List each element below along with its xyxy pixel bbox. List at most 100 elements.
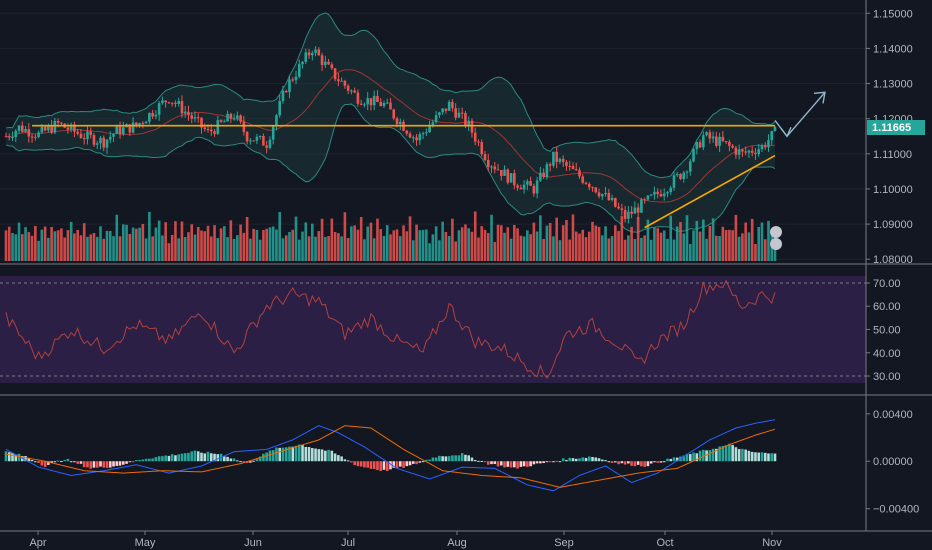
volume-bar: [734, 214, 738, 261]
candle-body: [444, 108, 448, 111]
price-tag-box: [867, 120, 925, 135]
volume-bar: [737, 236, 741, 261]
candle-body: [587, 183, 591, 188]
volume-bar: [470, 231, 474, 261]
macd-histogram-bar: [578, 458, 581, 462]
macd-histogram-bar: [682, 455, 686, 462]
macd-histogram-bar: [102, 461, 106, 468]
candle-body: [167, 102, 171, 104]
candle-body: [40, 126, 44, 133]
time-tick-label-6: Oct: [656, 537, 673, 549]
volume-bar: [372, 238, 376, 261]
candle-body: [578, 170, 581, 177]
candle-body: [451, 101, 454, 109]
candle-body: [340, 80, 343, 82]
volume-bar: [571, 214, 575, 261]
candle-body: [421, 133, 425, 135]
candle-body: [757, 149, 761, 155]
macd-histogram-bar: [747, 450, 751, 462]
pane-separators[interactable]: [0, 0, 932, 532]
candle-body: [584, 182, 588, 184]
volume-bar: [493, 242, 497, 261]
candle-body: [350, 90, 353, 92]
volume-bar: [721, 226, 725, 261]
volume-bar: [636, 217, 640, 261]
volume-bar: [398, 236, 402, 261]
macd-histogram-bar: [685, 453, 689, 462]
candle-body: [519, 187, 523, 190]
macd-histogram-bar: [405, 461, 409, 467]
macd-histogram-bar: [333, 453, 337, 462]
candle-body: [620, 208, 624, 211]
volume-bar: [4, 230, 8, 261]
macd-tick-label-1: 0.00000: [873, 456, 913, 468]
candle-body: [268, 139, 272, 148]
candle-body: [672, 175, 676, 188]
marker-circle-1[interactable]: [770, 226, 782, 238]
volume-bar: [545, 225, 549, 261]
projection-arrow-head-down[interactable]: [780, 126, 792, 138]
volume-bar: [561, 225, 565, 261]
volume-bar: [428, 243, 431, 261]
candle-body: [102, 137, 106, 148]
volume-bar: [656, 228, 659, 261]
macd-histogram-bar: [324, 450, 327, 462]
candle-body: [27, 129, 31, 137]
drawings[interactable]: [32, 91, 826, 229]
candle-body: [356, 92, 360, 104]
macd-histogram-bar: [545, 461, 549, 463]
candle-body: [69, 124, 73, 130]
macd-histogram-bar: [161, 456, 164, 462]
macd-histogram-bar: [304, 446, 308, 462]
bb-upper-line: [5, 12, 776, 179]
volume-bar: [275, 229, 278, 261]
macd-histogram-bar: [4, 451, 8, 462]
volume-bar: [408, 216, 412, 261]
macd-histogram-bar: [183, 453, 187, 462]
volume-bar: [744, 222, 747, 261]
candle-body: [47, 125, 50, 131]
candle-body: [522, 184, 526, 190]
candle-body: [30, 136, 34, 138]
volume-bar: [11, 233, 14, 261]
macd-histogram-bar: [522, 461, 526, 467]
volume-bar: [389, 234, 392, 261]
volume-bar: [376, 218, 379, 261]
macd-histogram-bar: [99, 461, 102, 467]
marker-circle-2[interactable]: [770, 238, 782, 250]
event-markers[interactable]: 2 8: [770, 221, 791, 250]
projection-arrow-head-up[interactable]: [813, 91, 826, 104]
candle-body: [187, 111, 190, 116]
macd-histogram-bar: [767, 453, 770, 462]
price-axes[interactable]: 1.080001.090001.100001.110001.120001.130…: [866, 8, 919, 516]
macd-histogram-bar: [14, 454, 18, 462]
candle-body: [431, 122, 435, 127]
macd-histogram-bar: [301, 445, 304, 462]
volume-bar: [327, 236, 330, 261]
candle-body: [4, 136, 8, 138]
time-axis[interactable]: Apr May Jun Jul Aug Sep Oct Nov: [29, 531, 782, 549]
support-trendline[interactable]: [644, 154, 776, 229]
macd-histogram-bar: [167, 455, 171, 462]
rsi-line: [5, 279, 776, 379]
volume-bar: [99, 226, 102, 261]
candle-body: [418, 134, 422, 141]
candle-body: [307, 52, 311, 56]
volume-bar: [568, 239, 572, 261]
volume-bar: [102, 238, 106, 261]
volume-bar: [447, 235, 451, 261]
volume-bar: [643, 235, 646, 261]
volume-bar: [112, 236, 115, 261]
macd-histogram-bar: [597, 458, 601, 462]
candle-body: [558, 158, 562, 162]
candle-body: [255, 136, 259, 141]
macd-histogram-bar: [135, 460, 138, 462]
volume-bar: [509, 238, 513, 261]
candle-body: [486, 160, 490, 167]
candle-body: [128, 124, 132, 133]
volume-bar: [324, 236, 327, 261]
volume-bar: [369, 222, 373, 261]
volume-bar: [56, 230, 60, 261]
candle-body: [737, 149, 741, 155]
